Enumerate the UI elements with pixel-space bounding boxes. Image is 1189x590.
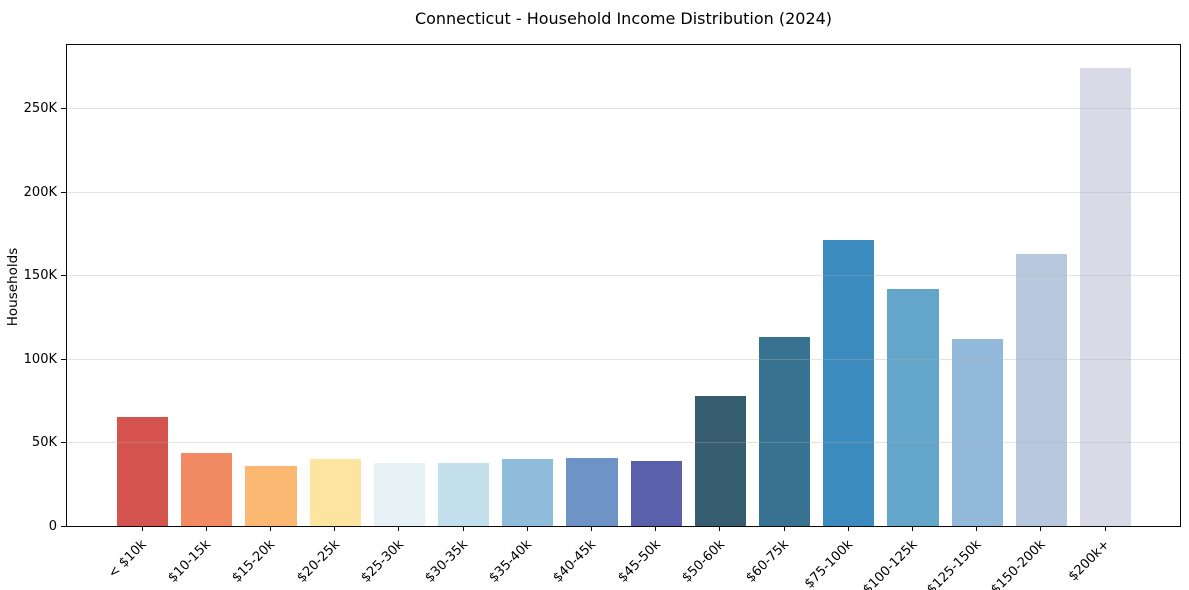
bar-$35-40k xyxy=(502,459,554,526)
chart-title: Connecticut - Household Income Distribut… xyxy=(414,9,833,28)
x-tick-mark xyxy=(783,526,785,531)
bar-$15-20k xyxy=(245,465,297,526)
gridline xyxy=(67,191,1180,193)
y-tick-label: 50K xyxy=(31,435,57,451)
gridline xyxy=(67,108,1180,110)
x-tick-mark xyxy=(976,526,978,531)
y-tick-label: 100K xyxy=(23,351,57,367)
x-tick-mark xyxy=(847,526,849,531)
plot-area xyxy=(66,44,1181,527)
bar-< $10k xyxy=(116,417,169,526)
y-tick-label: 150K xyxy=(23,268,57,284)
bar-$20-25k xyxy=(309,459,361,526)
bar-$30-35k xyxy=(437,462,490,526)
y-tick-mark xyxy=(61,442,66,444)
x-tick-mark xyxy=(655,526,657,531)
x-tick-mark xyxy=(526,526,528,531)
x-tick-mark xyxy=(334,526,336,531)
y-axis-label: Households xyxy=(5,247,21,327)
y-tick-label: 0 xyxy=(48,519,57,534)
x-tick-mark xyxy=(205,526,207,531)
bar-$50-60k xyxy=(694,395,747,526)
bar-$10-15k xyxy=(181,452,233,526)
x-tick-mark xyxy=(270,526,271,531)
x-tick-mark xyxy=(912,526,913,531)
y-tick-label: 250K xyxy=(23,101,57,117)
gridline xyxy=(67,358,1180,360)
bar-$45-50k xyxy=(630,460,682,526)
bar-$75-100k xyxy=(823,240,875,526)
bar-$40-45k xyxy=(566,457,618,526)
x-tick-mark xyxy=(462,526,464,531)
x-tick-mark xyxy=(141,526,143,531)
bar-$25-30k xyxy=(373,462,426,526)
bar-$200k+ xyxy=(1079,68,1132,526)
gridline xyxy=(67,442,1180,444)
x-tick-mark xyxy=(591,526,592,531)
bar-$100-125k xyxy=(887,288,939,526)
bar-$125-150k xyxy=(951,338,1003,526)
x-tick-mark xyxy=(1104,526,1106,531)
y-tick-mark xyxy=(61,275,66,277)
y-tick-mark xyxy=(61,358,66,360)
gridline xyxy=(67,275,1180,277)
bar-$60-75k xyxy=(758,337,811,526)
bar-$150-200k xyxy=(1015,253,1068,526)
x-tick-mark xyxy=(1040,526,1042,531)
y-tick-mark xyxy=(61,108,66,110)
y-tick-label: 200K xyxy=(23,184,57,200)
y-tick-mark xyxy=(61,191,66,193)
x-tick-mark xyxy=(719,526,721,531)
y-tick-mark xyxy=(61,526,66,527)
x-tick-mark xyxy=(398,526,400,531)
